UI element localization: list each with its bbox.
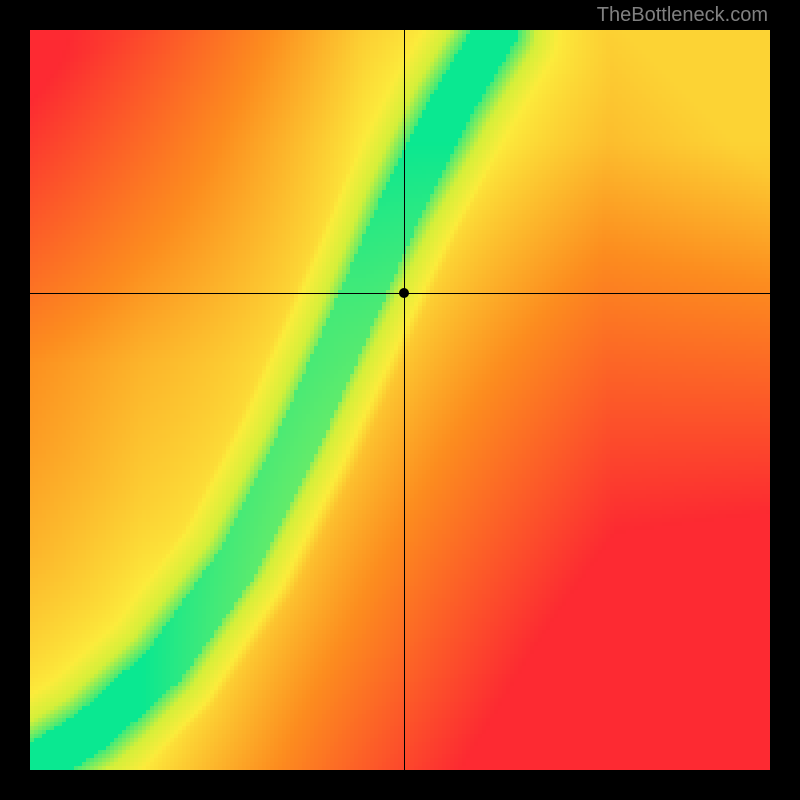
crosshair-marker [399, 288, 409, 298]
heatmap-plot [30, 30, 770, 770]
watermark-text: TheBottleneck.com [597, 4, 768, 27]
heatmap-canvas [30, 30, 770, 770]
crosshair-vertical [404, 30, 405, 770]
